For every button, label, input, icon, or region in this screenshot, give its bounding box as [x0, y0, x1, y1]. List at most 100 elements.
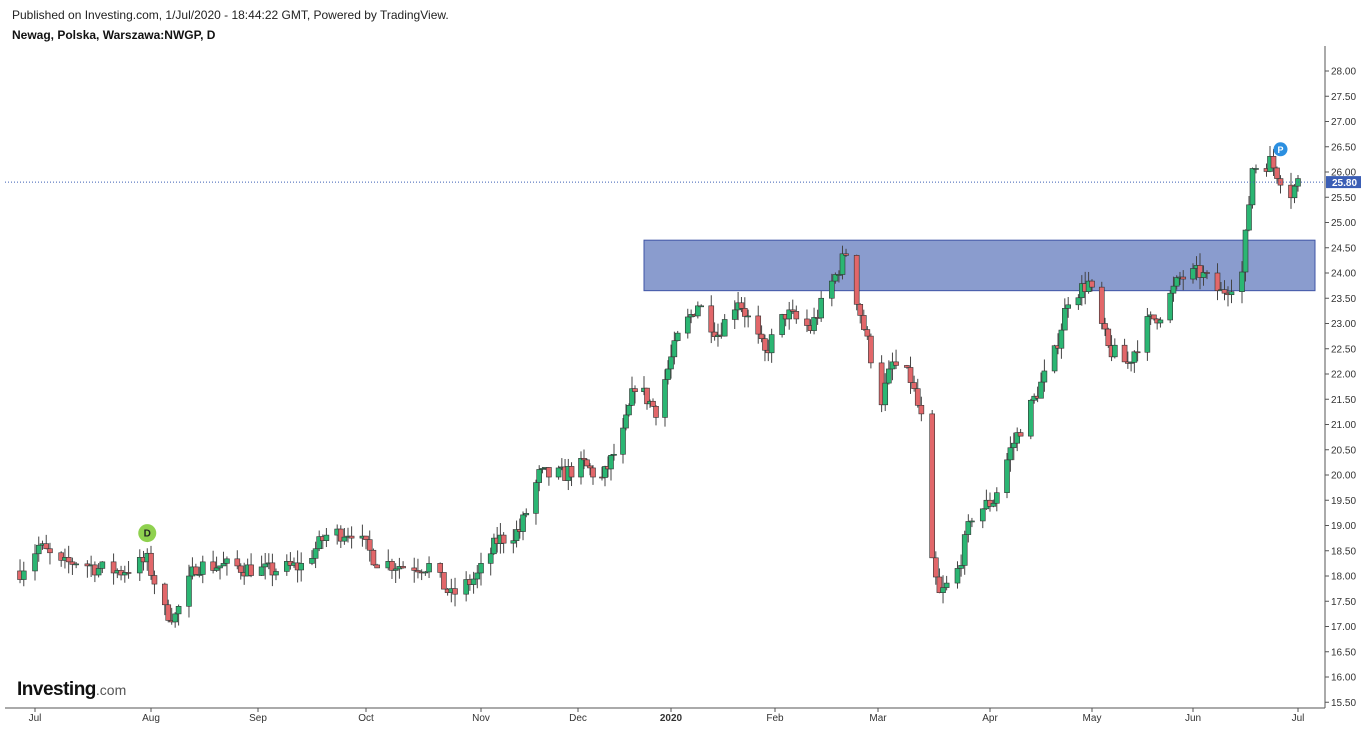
candle-up	[309, 558, 315, 564]
candle-up	[487, 553, 494, 564]
y-tick-label: 20.50	[1331, 445, 1356, 456]
investing-logo: Investing.com	[17, 679, 127, 700]
candle-down	[907, 367, 914, 383]
y-tick-label: 27.00	[1331, 117, 1356, 128]
candle-down	[632, 388, 638, 392]
candle-up	[943, 582, 950, 588]
candle-up	[954, 568, 961, 584]
candle-down	[1102, 323, 1108, 330]
candle-up	[539, 468, 546, 470]
candle-up	[224, 558, 230, 564]
candle-up	[323, 534, 330, 541]
candle-down	[1105, 328, 1112, 347]
candle-up	[510, 540, 517, 544]
candle-down	[363, 535, 369, 540]
candle-up	[1170, 285, 1177, 294]
candle-up	[1246, 204, 1252, 231]
y-tick-label: 24.50	[1331, 243, 1356, 254]
candle-up	[523, 513, 530, 516]
candle-up	[1131, 351, 1138, 363]
candle-up	[969, 520, 975, 523]
candle-down	[653, 406, 659, 418]
dividend-marker-label: D	[144, 529, 151, 540]
candle-down	[860, 315, 867, 330]
candle-down	[804, 318, 810, 326]
candle-up	[961, 534, 968, 566]
x-tick-label: May	[1083, 713, 1102, 724]
candle-up	[217, 565, 223, 569]
candle-up	[1253, 168, 1259, 170]
candle-up	[1028, 399, 1034, 437]
candle-up	[470, 578, 477, 585]
candle-down	[650, 400, 656, 407]
candle-down	[43, 543, 50, 550]
candle-down	[738, 302, 745, 309]
candle-down	[711, 331, 718, 337]
candle-down	[1098, 286, 1105, 324]
candle-down	[758, 333, 765, 339]
candle-up	[674, 332, 681, 341]
candle-up	[779, 314, 785, 335]
candle-up	[623, 414, 629, 429]
candle-down	[269, 562, 276, 576]
candle-down	[1121, 344, 1128, 363]
p-marker	[1273, 142, 1288, 157]
candle-up	[536, 469, 543, 483]
candle-down	[1151, 314, 1157, 320]
candle-up	[1249, 168, 1256, 206]
candle-up	[1173, 277, 1180, 287]
candle-down	[58, 552, 64, 561]
candle-up	[478, 563, 484, 574]
candle-up	[73, 563, 79, 566]
candle-up	[1112, 344, 1118, 358]
x-tick-label: Jul	[1292, 713, 1305, 724]
candle-up	[491, 537, 497, 555]
candle-down	[843, 253, 849, 256]
candle-down	[1134, 351, 1141, 354]
candle-up	[426, 563, 432, 573]
symbol-title: Newag, Polska, Warszawa:NWGP, D	[12, 28, 216, 42]
candle-down	[762, 338, 768, 351]
candle-up	[608, 455, 614, 470]
candle-up	[993, 492, 1000, 504]
candle-up	[695, 305, 701, 317]
candle-down	[500, 534, 507, 544]
candle-up	[20, 570, 27, 580]
candle-down	[69, 561, 76, 565]
p-marker-label: P	[1277, 145, 1283, 155]
candle-up	[1065, 304, 1071, 309]
candle-up	[684, 316, 691, 334]
y-tick-label: 16.50	[1331, 647, 1356, 658]
candle-up	[1242, 229, 1249, 273]
candle-up	[818, 297, 824, 319]
candle-up	[312, 548, 319, 559]
candle-up	[662, 379, 668, 418]
candle-down	[1204, 272, 1210, 274]
x-tick-label: Apr	[982, 713, 998, 724]
candle-down	[1197, 265, 1203, 278]
candle-down	[237, 565, 244, 573]
candle-up	[979, 508, 986, 522]
candle-down	[337, 528, 344, 542]
candles-group	[17, 145, 1301, 628]
y-tick-label: 24.00	[1331, 269, 1356, 280]
candle-up	[1228, 291, 1235, 296]
candle-up	[886, 368, 892, 384]
candle-down	[1017, 432, 1024, 437]
candle-down	[1180, 276, 1187, 280]
candle-up	[283, 561, 290, 572]
y-tick-label: 23.00	[1331, 319, 1356, 330]
candle-up	[829, 280, 835, 299]
candle-down	[1270, 156, 1277, 169]
candle-down	[366, 539, 373, 551]
candle-down	[1214, 272, 1221, 291]
candle-up	[882, 382, 889, 406]
candle-down	[644, 387, 650, 405]
candle-down	[793, 311, 800, 320]
candle-down	[755, 315, 762, 335]
candle-down	[789, 309, 796, 312]
candle-up	[1167, 292, 1173, 321]
x-tick-label: Feb	[766, 713, 784, 724]
candle-up	[611, 453, 617, 456]
